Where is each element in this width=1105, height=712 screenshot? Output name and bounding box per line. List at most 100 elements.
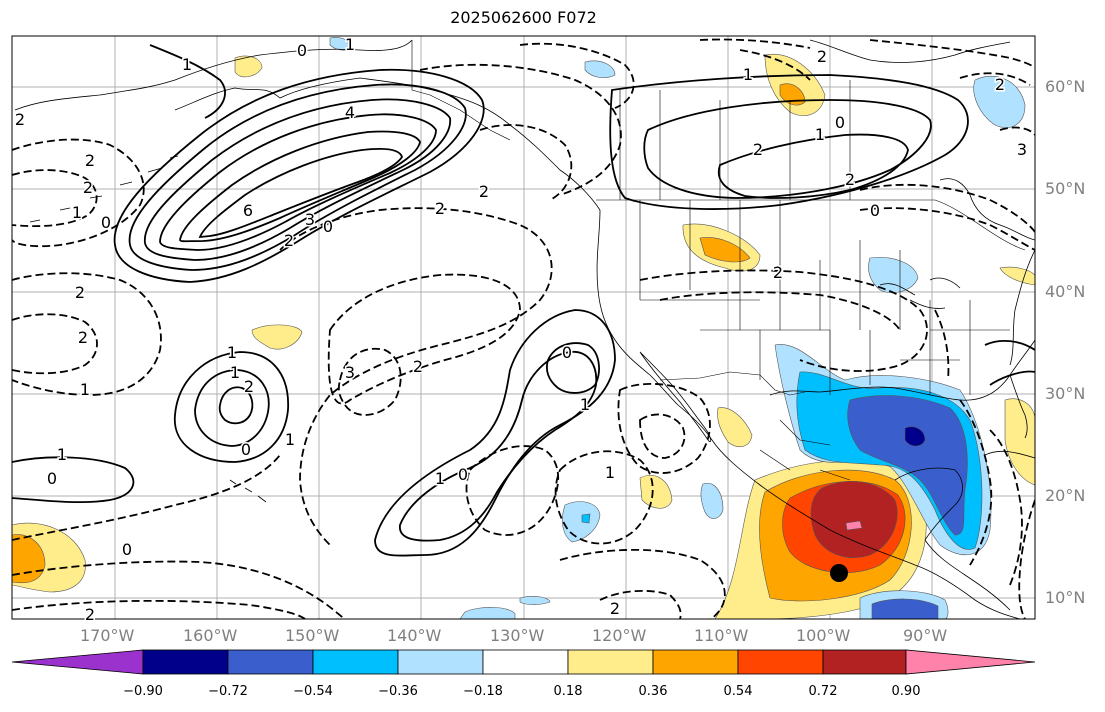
fill-neg1-arctic: [329, 37, 353, 51]
contour-label: 2: [75, 283, 85, 302]
contour-label: 2: [479, 182, 489, 201]
contour-label: 0: [297, 41, 307, 60]
lon-label: 160°W: [183, 626, 238, 645]
us-canada-border: [596, 199, 1026, 251]
alaska-coast: [174, 77, 601, 211]
contour-label: 1: [182, 55, 192, 74]
contour-label: 0: [870, 201, 880, 220]
yucatan: [894, 467, 963, 541]
contour-label: 2: [83, 178, 93, 197]
lat-label: 50°N: [1045, 179, 1086, 198]
contour-label: 0: [122, 540, 132, 559]
lat-label: 40°N: [1045, 282, 1086, 301]
lat-label: 10°N: [1045, 588, 1086, 607]
lat-label: 20°N: [1045, 486, 1086, 505]
colorbar-extend-high: [905, 649, 1036, 675]
cuba: [984, 450, 1035, 459]
map-title: 2025062600 F072: [450, 8, 597, 27]
contour-label: 2: [284, 231, 294, 250]
lon-label: 170°W: [80, 626, 135, 645]
country-borders: [411, 40, 1026, 481]
contour-label: 1: [743, 65, 753, 84]
location-marker: [830, 564, 848, 582]
colorbar-tick-label: −0.18: [463, 684, 503, 699]
colorbar: [11, 649, 1036, 675]
fill-neg1-bc: [584, 60, 616, 79]
contour-label: 2: [413, 357, 423, 376]
shaded-anomalies: [12, 37, 1035, 619]
lon-label: 140°W: [387, 626, 442, 645]
contour-label: 3: [1017, 140, 1027, 159]
lat-label: 60°N: [1045, 77, 1086, 96]
colorbar-segment: [312, 649, 399, 675]
map-frame: [11, 35, 1036, 620]
lon-label: 110°W: [694, 626, 749, 645]
contour-label: 2: [244, 377, 254, 396]
colorbar-segment: [482, 649, 569, 675]
contour-label: 0: [47, 469, 57, 488]
lon-label: 130°W: [490, 626, 545, 645]
fill-neg4-gulf: [904, 426, 926, 447]
great-lakes: [879, 277, 961, 309]
alaska-north: [14, 39, 413, 111]
colorbar-tick-label: −0.90: [123, 684, 163, 699]
contour-label: 2: [15, 110, 25, 129]
negative-contours: [12, 38, 1035, 619]
fill-neg1-south1: [459, 607, 516, 619]
central-america: [924, 539, 1011, 611]
james-bay: [939, 178, 1035, 241]
gulf-coast: [769, 339, 1035, 401]
contour-label: 2: [435, 199, 445, 218]
hudson-bay: [809, 39, 1011, 63]
fill-neg3-gulf: [847, 395, 968, 536]
contour-label: 0: [323, 217, 333, 236]
contour-label: 1: [345, 35, 355, 54]
fill-pos1-gulfak: [234, 55, 263, 78]
fill-neg1-eastpac2: [562, 501, 601, 543]
contour-label: 3: [345, 363, 355, 382]
fill-pos2-canada: [779, 83, 806, 106]
contour-label: 1: [815, 125, 825, 144]
fill-pos1-neaddisp: [999, 266, 1035, 286]
alaska-canada-border: [411, 40, 511, 141]
colorbar-segment: [737, 649, 824, 675]
contour-label: 2: [995, 75, 1005, 94]
fill-pos1-atlantic: [1004, 398, 1035, 486]
fill-neg1-lakes: [868, 257, 919, 293]
contour-label: 0: [101, 213, 111, 232]
positive-contours: [12, 44, 1035, 557]
colorbar-segment: [227, 649, 314, 675]
lon-label: 150°W: [285, 626, 340, 645]
contour-label: 1: [72, 203, 82, 222]
fill-pos5-mexico: [845, 520, 863, 531]
contour-labels: 0 1 2 1 2 4 6 2 3 0 2 2 2 1 0 2 2 1 1 3 …: [13, 34, 1028, 626]
colorbar-tick-label: 0.36: [638, 684, 668, 699]
colorbar-segment: [822, 649, 907, 675]
fill-pos4-mexico: [810, 481, 898, 558]
contour-label: 0: [241, 440, 251, 459]
colorbar-tick-label: −0.54: [293, 684, 333, 699]
colorbar-segment: [142, 649, 229, 675]
fill-neg2-eastpac2: [581, 513, 591, 524]
contour-label: 0: [458, 465, 468, 484]
contour-label: 3: [305, 210, 315, 229]
fill-neg1-hudson: [973, 75, 1026, 128]
contour-label: 6: [243, 201, 253, 220]
fill-pos2-northplains: [699, 237, 751, 263]
contour-label: 2: [610, 599, 620, 618]
colorbar-segment: [567, 649, 654, 675]
contour-label: 1: [580, 395, 590, 414]
contour-label: 2: [817, 47, 827, 66]
lon-label: 100°W: [796, 626, 851, 645]
contour-label: 1: [435, 469, 445, 488]
colorbar-tick-label: 0.54: [723, 684, 753, 699]
colorbar-tick-label: 0.72: [808, 684, 838, 699]
fill-pos1-hawaii: [251, 324, 303, 350]
contour-label: 1: [230, 363, 240, 382]
colorbar-segment: [397, 649, 484, 675]
contour-label: 2: [753, 140, 763, 159]
contour-label: 1: [605, 463, 615, 482]
contour-label: 4: [345, 103, 355, 122]
contour-label: 2: [85, 605, 95, 624]
